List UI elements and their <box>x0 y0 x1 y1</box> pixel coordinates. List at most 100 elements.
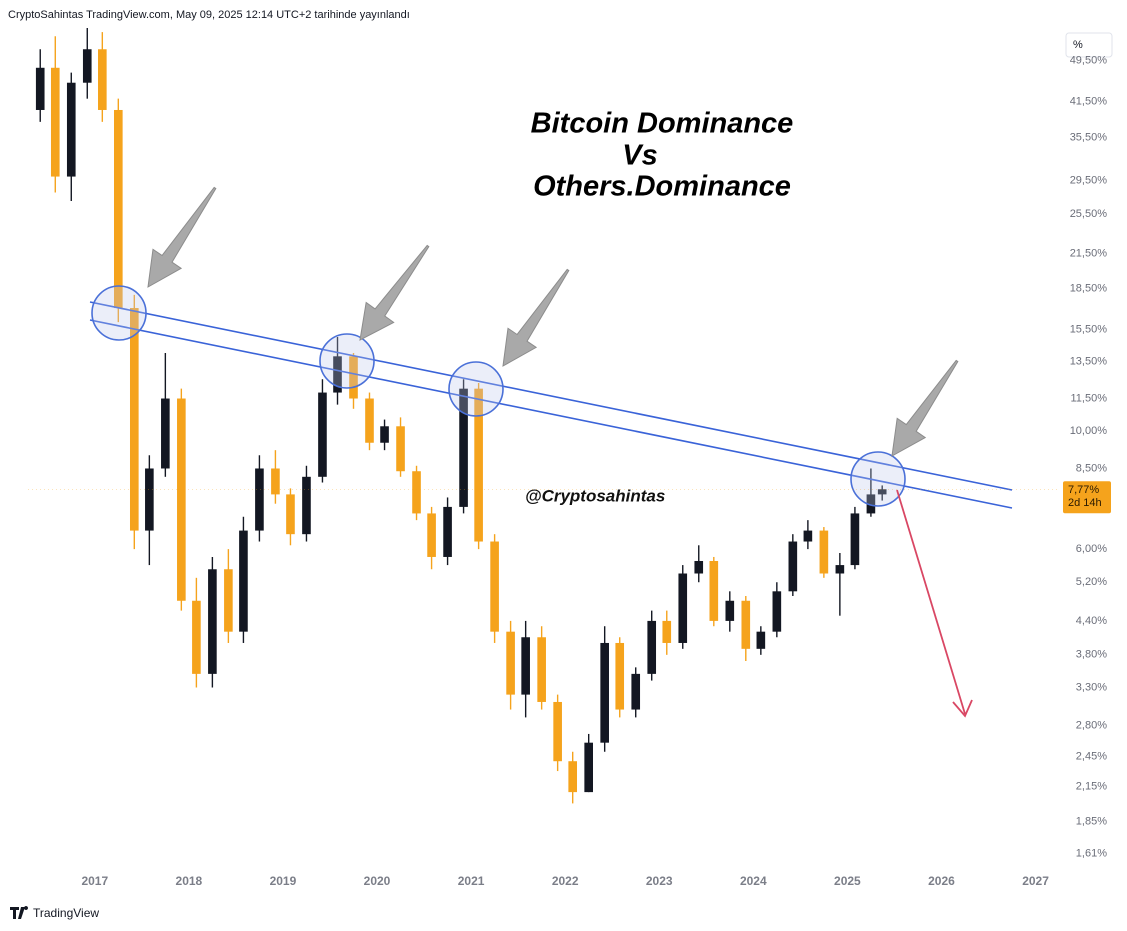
candle-body <box>66 82 76 177</box>
candle-body <box>224 569 233 632</box>
candle-body <box>129 308 139 531</box>
candle-body <box>741 600 751 649</box>
header: CryptoSahintas TradingView.com, May 09, … <box>8 9 410 21</box>
y-tick-label: 10,00% <box>1070 425 1108 437</box>
candle-body <box>678 573 688 643</box>
y-tick-label: 41,50% <box>1070 95 1108 107</box>
footer-logo <box>10 906 29 919</box>
candle-body <box>349 356 358 399</box>
candles <box>35 28 887 804</box>
candle-body <box>443 506 452 557</box>
candle-body <box>788 541 798 592</box>
pointer-arrow <box>891 359 959 457</box>
y-tick-label: 13,50% <box>1070 355 1108 367</box>
pointer-arrow <box>359 244 430 341</box>
candle-body <box>819 530 829 574</box>
candle-body <box>631 673 641 710</box>
y-tick-label: 8,50% <box>1076 462 1107 474</box>
candle-body <box>866 494 876 514</box>
y-tick-label: 4,40% <box>1076 615 1107 627</box>
candle-body <box>177 398 186 601</box>
candle-body <box>333 356 342 393</box>
highlight-circle <box>91 285 147 341</box>
y-tick-label: 21,50% <box>1070 248 1108 260</box>
candle-body <box>98 49 107 110</box>
candle-body <box>662 620 672 643</box>
candle-body <box>584 742 593 793</box>
candle-body <box>380 426 389 443</box>
trend-line <box>89 319 1013 509</box>
y-tick-label: 25,50% <box>1070 208 1108 220</box>
candle-body <box>255 468 264 531</box>
candle-body <box>521 637 530 695</box>
y-tick-label: 6,00% <box>1076 543 1107 555</box>
candle-body <box>803 530 813 542</box>
candle-body <box>145 468 154 531</box>
x-tick-label: 2027 <box>1022 874 1049 888</box>
candle-body <box>647 620 657 674</box>
candle-body <box>271 468 280 495</box>
candle-body <box>239 530 248 632</box>
logo-mark <box>10 906 29 919</box>
watermark: @Cryptosahintas <box>525 486 665 505</box>
candle-body <box>506 631 515 695</box>
unit-label[interactable]: % <box>1073 39 1083 51</box>
candle-body <box>412 471 421 514</box>
y-tick-label: 15,50% <box>1070 323 1108 335</box>
y-tick-label: 1,61% <box>1076 848 1107 860</box>
y-tick-label: 11,50% <box>1071 392 1108 404</box>
candle-body <box>490 541 499 632</box>
last-price-label: 7,77% <box>1068 484 1099 496</box>
countdown: 2d 14h <box>1068 497 1102 509</box>
candle-body <box>756 631 766 649</box>
candle-body <box>725 600 735 621</box>
last-price-box <box>1063 481 1111 514</box>
pointer-arrow <box>147 186 217 288</box>
y-tick-label: 49,50% <box>1070 55 1108 67</box>
y-tick-label: 3,80% <box>1076 649 1107 661</box>
candle-body <box>772 591 782 632</box>
y-tick-label: 2,45% <box>1076 750 1107 762</box>
y-tick-label: 18,50% <box>1070 282 1108 294</box>
x-tick-label: 2018 <box>176 874 203 888</box>
y-tick-label: 35,50% <box>1070 132 1108 144</box>
candle-body <box>835 565 845 574</box>
candle-body <box>615 642 625 710</box>
x-tick-label: 2021 <box>458 874 485 888</box>
candle-body <box>50 67 60 177</box>
candle-body <box>318 392 327 477</box>
trend-line <box>89 301 1013 491</box>
x-tick-label: 2025 <box>834 874 861 888</box>
x-tick-label: 2023 <box>646 874 673 888</box>
candle-body <box>302 476 311 535</box>
candle-body <box>114 109 123 309</box>
y-tick-label: 5,20% <box>1076 576 1107 588</box>
highlight-circle <box>319 333 375 389</box>
highlight-circle <box>850 451 906 507</box>
x-tick-label: 2020 <box>364 874 391 888</box>
candle-body <box>427 513 436 557</box>
candle-body <box>192 600 201 674</box>
projection-arrow <box>896 489 966 715</box>
candle-body <box>396 426 405 472</box>
candle-body <box>709 560 719 621</box>
candle-body <box>850 513 860 566</box>
title-line: Bitcoin Dominance <box>531 108 794 140</box>
x-tick-label: 2024 <box>740 874 767 888</box>
candle-body <box>82 49 92 83</box>
y-tick-label: 1,85% <box>1076 815 1107 827</box>
x-tick-label: 2022 <box>552 874 579 888</box>
candle-body <box>600 642 609 743</box>
drawings <box>89 285 1013 718</box>
highlight-circle <box>448 361 504 417</box>
candle-body <box>459 388 468 507</box>
unit-button[interactable] <box>1065 32 1113 58</box>
candle-body <box>365 398 374 443</box>
projection-arrow-head <box>952 699 973 718</box>
candle-body <box>694 560 704 574</box>
candle-body <box>474 388 483 542</box>
x-tick-label: 2026 <box>928 874 955 888</box>
candle-body <box>208 569 217 674</box>
